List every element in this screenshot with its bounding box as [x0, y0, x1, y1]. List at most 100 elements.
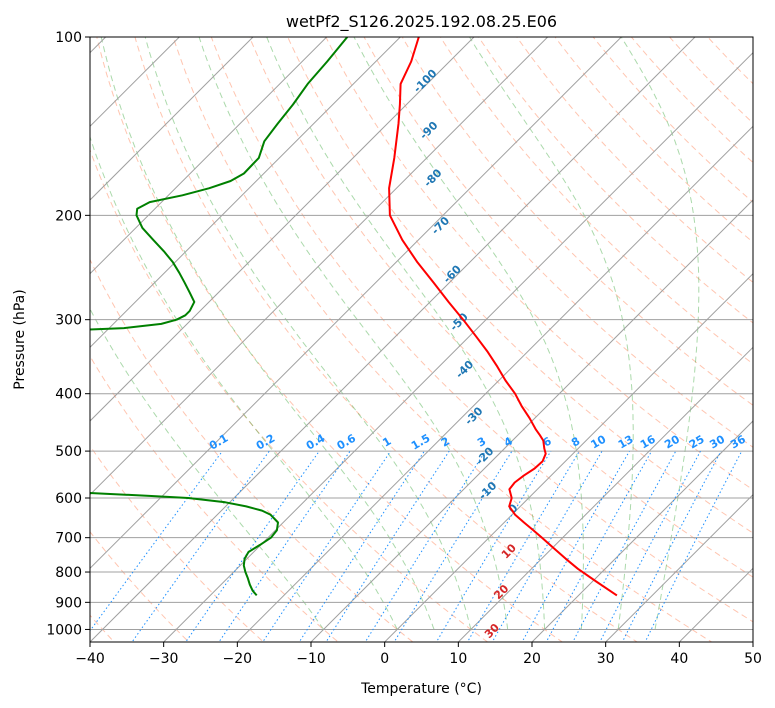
dewpoint-profile — [90, 37, 349, 597]
isotherm-gridline — [678, 567, 753, 642]
mixing-ratio-line — [262, 450, 392, 642]
mixing-ratio-lines — [90, 450, 743, 642]
isotherm-gridline — [90, 37, 402, 349]
moist-adiabat-label: -10 — [476, 479, 499, 502]
moist-adiabat — [620, 37, 700, 630]
mixing-ratio-line — [298, 450, 425, 642]
mixing-ratio-line — [435, 450, 552, 642]
x-tick-label: 10 — [449, 651, 467, 667]
mixing-ratio-label: 8 — [569, 435, 582, 450]
moist-adiabat-label: -70 — [429, 214, 452, 237]
y-tick-label: 400 — [55, 387, 82, 403]
moist-adiabat — [198, 37, 509, 630]
isotherm-gridline — [90, 37, 181, 128]
moist-adiabat-label: -60 — [441, 262, 464, 285]
isotherm-gridline — [90, 37, 696, 642]
isotherm-gridline — [457, 346, 753, 642]
moist-adiabat — [90, 308, 324, 630]
y-axis: 100 200 300 400 500 600 700 800 900 1000 — [46, 30, 90, 638]
background-curves — [90, 37, 753, 642]
y-axis-title: Pressure (hPa) — [12, 289, 28, 389]
mixing-ratio-label: 0.1 — [207, 432, 230, 453]
mixing-ratio-line — [218, 450, 351, 642]
y-tick-label: 700 — [55, 531, 82, 547]
x-tick-label: 0 — [380, 651, 389, 667]
moist-adiabat-label: 20 — [491, 582, 511, 602]
dry-adiabat — [210, 37, 753, 623]
isotherm-gridline — [752, 641, 753, 642]
mixing-ratio-line — [131, 450, 270, 642]
y-tick-label: 100 — [55, 30, 82, 46]
mixing-ratio-labels: 0.1 0.2 0.4 0.6 1 1.5 2 3 4 6 8 10 13 16 20 25 30 36 — [207, 431, 748, 452]
dry-adiabat — [249, 37, 753, 578]
isotherm-gridline — [90, 37, 254, 201]
mixing-ratio-line — [545, 450, 653, 642]
moist-adiabat-label: 10 — [499, 541, 519, 561]
isotherm-gridline — [310, 199, 753, 642]
chart-title: wetPf2_S126.2025.192.08.25.E06 — [286, 12, 557, 32]
dry-adiabat — [401, 37, 753, 406]
y-tick-label: 900 — [55, 595, 82, 611]
y-tick-label: 800 — [55, 565, 82, 581]
mixing-ratio-line — [90, 450, 223, 632]
moist-adiabat-label: -100 — [411, 67, 440, 96]
mixing-ratio-line — [644, 450, 743, 642]
x-axis: −40 −30 −20 −10 0 10 20 30 40 50 — [75, 642, 762, 667]
x-tick-label: 30 — [597, 651, 615, 667]
x-axis-title: Temperature (°C) — [360, 681, 482, 697]
moist-adiabat — [144, 37, 472, 630]
dry-adiabat — [90, 258, 414, 642]
isotherm-gridline — [90, 37, 475, 422]
dry-adiabat — [478, 37, 753, 324]
x-tick-label: 40 — [670, 651, 688, 667]
mixing-ratio-label: 25 — [687, 433, 707, 452]
plot-area: -100-90-80-70-60-50-40-30-20-10010203040… — [0, 10, 753, 654]
mixing-ratio-line — [491, 450, 603, 642]
moist-adiabat-label: -30 — [462, 404, 485, 427]
mixing-ratio-line — [621, 450, 722, 642]
mixing-ratio-label: 0.2 — [254, 432, 277, 453]
grid-lines — [0, 10, 753, 654]
x-tick-label: 20 — [523, 651, 541, 667]
isotherm-gridline — [0, 10, 59, 654]
temperature-profile — [388, 37, 618, 597]
isotherm-gridline — [531, 420, 753, 642]
dry-adiabat — [592, 37, 753, 203]
isotherm-gridline — [90, 37, 623, 570]
y-tick-label: 200 — [55, 208, 82, 224]
moist-adiabat — [469, 37, 634, 630]
moist-adiabat-label: -80 — [421, 166, 444, 189]
mixing-ratio-line — [185, 450, 320, 642]
mixing-ratio-line — [325, 450, 450, 642]
dry-adiabat — [668, 37, 753, 124]
mixing-ratio-label: 0.6 — [335, 431, 359, 452]
mixing-ratio-label: 36 — [728, 432, 748, 451]
mixing-ratio-line — [466, 450, 580, 642]
mixing-ratio-label: 2 — [439, 435, 452, 450]
moist-adiabat — [100, 37, 435, 630]
moist-adiabat-label: -90 — [417, 119, 440, 142]
isotherm-gridline — [90, 37, 328, 275]
plot-frame — [89, 36, 754, 643]
x-tick-label: 50 — [744, 651, 762, 667]
y-tick-label: 500 — [55, 444, 82, 460]
moist-adiabat — [353, 37, 584, 630]
moist-adiabat-label: -20 — [473, 444, 496, 467]
sounding-profiles — [90, 37, 618, 597]
y-tick-label: 300 — [55, 313, 82, 329]
isotherm-gridline — [383, 272, 753, 642]
dry-adiabat — [172, 37, 713, 642]
isotherm-gridline — [236, 125, 753, 642]
x-tick-label: −30 — [149, 651, 179, 667]
dry-adiabat — [134, 37, 638, 642]
dry-adiabat — [439, 37, 753, 365]
dry-adiabat — [325, 37, 753, 491]
mixing-ratio-label: 0.4 — [304, 431, 328, 452]
x-tick-label: −20 — [223, 651, 253, 667]
moist-adiabat-label: 30 — [482, 621, 502, 641]
dry-adiabat — [363, 37, 753, 448]
moist-adiabat-label: -40 — [453, 358, 476, 381]
dry-adiabat — [96, 37, 564, 642]
mixing-ratio-label: 16 — [638, 432, 658, 451]
